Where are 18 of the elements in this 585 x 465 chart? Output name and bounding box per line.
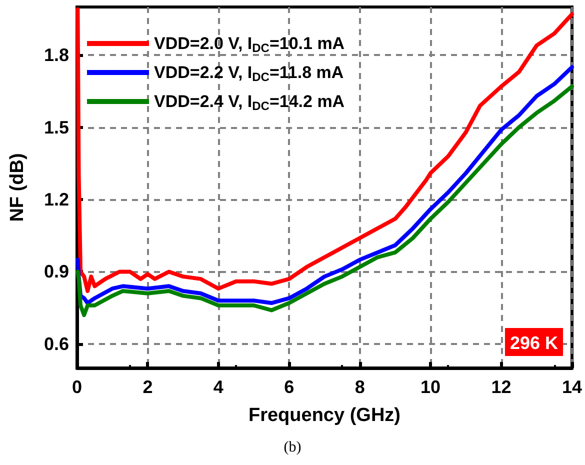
x-tick-label: 2 [142,377,153,397]
x-tick-label: 0 [72,377,82,397]
x-tick-label: 10 [420,377,441,397]
x-tick-label: 4 [213,377,224,397]
x-tick-label: 8 [354,377,365,397]
y-tick-label: 1.8 [44,45,69,66]
x-tick-label: 6 [284,377,294,397]
annotation: 296 K [510,333,558,353]
x-axis-title: Frequency (GHz) [248,405,401,426]
line-series [76,7,574,293]
y-axis-title: NF (dB) [7,153,28,222]
y-tick-label: 1.5 [44,117,69,138]
y-tick-label: 0.9 [44,262,69,282]
x-tick-label: 12 [491,377,512,397]
y-tick-label: 1.2 [44,190,69,210]
text: (b) [284,440,302,456]
y-tick-label: 0.6 [44,334,69,354]
x-tick-label: 14 [562,377,582,397]
